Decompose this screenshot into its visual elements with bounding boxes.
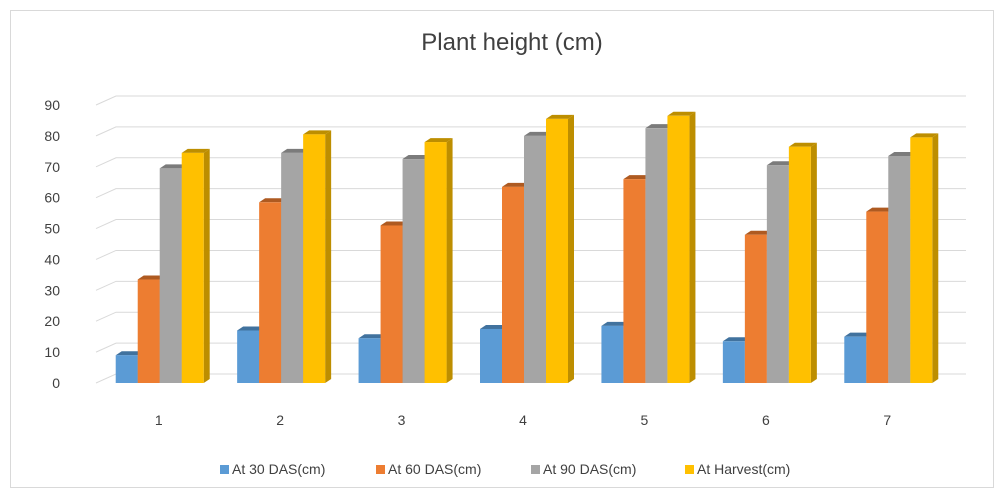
bar: [788, 146, 811, 383]
y-tick-label: 20: [44, 313, 60, 329]
y-tick-label: 70: [44, 159, 60, 175]
bar: [480, 328, 502, 383]
chart-title: Plant height (cm): [421, 29, 602, 56]
bar-top: [237, 326, 266, 331]
bar-top: [380, 221, 409, 226]
bar-side: [568, 114, 574, 384]
bar-top: [424, 138, 453, 143]
bar: [303, 134, 326, 383]
legend-label: At Harvest(cm): [697, 461, 790, 477]
bar-top: [137, 275, 166, 280]
bar-top: [281, 148, 310, 153]
bar: [601, 325, 624, 383]
y-tick-label: 60: [44, 190, 60, 206]
bar: [844, 336, 867, 383]
legend-swatch: [220, 465, 229, 474]
y-tick-label: 50: [44, 221, 60, 237]
legend: At 30 DAS(cm) At 60 DAS(cm) At 90 DAS(cm) A…: [220, 461, 790, 477]
bar: [137, 279, 160, 383]
x-tick-label: 4: [519, 412, 527, 428]
bar-top: [623, 175, 652, 180]
bar: [259, 202, 282, 383]
y-tick-label: 30: [44, 282, 60, 298]
bar-top: [722, 337, 751, 342]
bar: [888, 155, 911, 383]
bar: [623, 179, 646, 383]
bar-top: [524, 131, 552, 136]
x-axis-ticks: 1 2 3 4 5 6 7: [155, 412, 892, 428]
bar: [866, 211, 889, 383]
bar: [524, 135, 546, 383]
y-tick-label: 10: [44, 344, 60, 360]
bar-side: [203, 148, 210, 383]
x-tick-label: 1: [155, 412, 163, 428]
bar: [358, 338, 381, 383]
bar: [115, 355, 138, 383]
bar-top: [546, 114, 574, 119]
bar-top: [888, 151, 917, 156]
bar-side: [325, 130, 332, 383]
bar-top: [844, 332, 873, 337]
bar-top: [358, 334, 387, 339]
y-tick-label: 90: [44, 97, 60, 113]
legend-label: At 30 DAS(cm): [232, 461, 325, 477]
bar-top: [502, 182, 530, 187]
bar: [766, 165, 789, 383]
bar: [502, 186, 524, 383]
x-tick-label: 6: [762, 412, 770, 428]
bar-top: [744, 230, 773, 235]
bar-top: [601, 321, 630, 326]
x-tick-label: 5: [641, 412, 649, 428]
bar-side: [689, 111, 696, 384]
bar-top: [181, 148, 210, 153]
bar-top: [259, 198, 288, 203]
bar: [380, 225, 403, 383]
bar: [722, 341, 745, 383]
bars: [115, 111, 939, 384]
bar-top: [159, 164, 188, 169]
x-tick-label: 3: [398, 412, 406, 428]
y-axis-ticks: 0 10 20 30 40 50 60 70 80 90: [44, 97, 60, 391]
bar-top: [480, 324, 508, 329]
bar-top: [645, 124, 674, 129]
gridline: [95, 95, 966, 106]
bar-top: [766, 161, 795, 166]
bar-side: [810, 142, 817, 383]
bar: [546, 118, 568, 384]
bar: [424, 142, 447, 383]
legend-swatch: [685, 465, 694, 474]
legend-label: At 90 DAS(cm): [543, 461, 636, 477]
bar: [910, 137, 933, 383]
bar-top: [402, 155, 431, 160]
bar: [667, 115, 690, 384]
legend-swatch: [531, 465, 540, 474]
bar-side: [446, 138, 453, 383]
bar-top: [866, 207, 895, 212]
y-tick-label: 80: [44, 128, 60, 144]
bar: [645, 128, 668, 383]
bar: [237, 330, 260, 383]
y-tick-label: 0: [52, 375, 60, 391]
bar-side: [932, 133, 939, 383]
bar: [281, 152, 304, 383]
bar-top: [788, 142, 817, 147]
legend-swatch: [376, 465, 385, 474]
bar-top: [910, 133, 939, 138]
bar: [181, 152, 204, 383]
bar-top: [667, 111, 696, 116]
bar-top: [303, 130, 332, 135]
x-tick-label: 2: [276, 412, 284, 428]
bar: [402, 159, 425, 383]
x-tick-label: 7: [883, 412, 891, 428]
bar-top: [115, 351, 144, 356]
legend-label: At 60 DAS(cm): [388, 461, 481, 477]
y-tick-label: 40: [44, 251, 60, 267]
bar: [159, 168, 182, 383]
bar: [744, 234, 767, 383]
